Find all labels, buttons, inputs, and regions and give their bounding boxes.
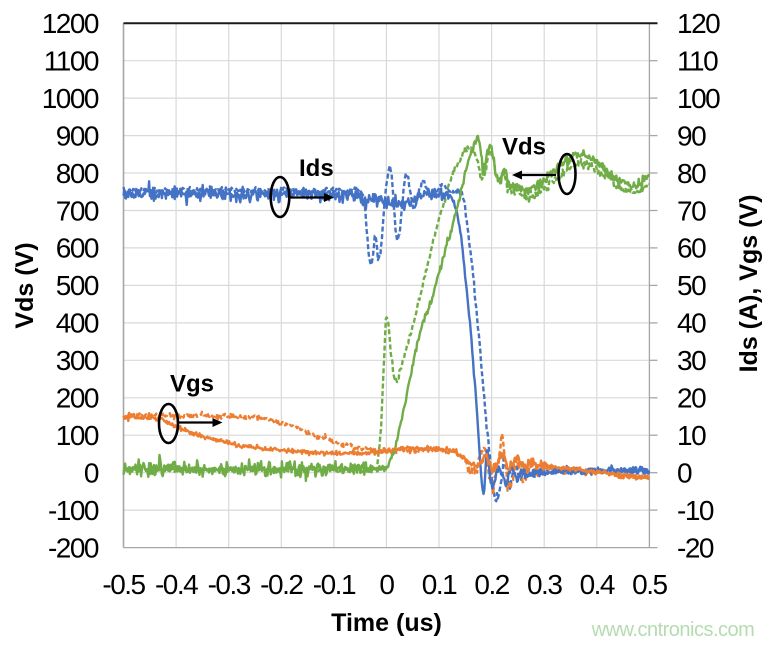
svg-text:www.cntronics.com: www.cntronics.com — [591, 619, 755, 641]
svg-text:1200: 1200 — [42, 8, 99, 39]
svg-text:-20: -20 — [677, 532, 714, 563]
svg-text:80: 80 — [677, 158, 706, 189]
svg-text:120: 120 — [677, 8, 720, 39]
svg-text:1000: 1000 — [42, 83, 99, 114]
svg-text:Time (us): Time (us) — [331, 609, 442, 637]
svg-text:300: 300 — [56, 345, 99, 376]
svg-text:0.3: 0.3 — [527, 569, 562, 600]
svg-text:-200: -200 — [48, 532, 99, 563]
svg-text:700: 700 — [56, 195, 99, 226]
svg-text:20: 20 — [677, 383, 706, 414]
svg-text:40: 40 — [677, 308, 706, 339]
svg-text:Vds: Vds — [502, 134, 546, 161]
svg-text:-0.4: -0.4 — [155, 569, 198, 600]
svg-text:50: 50 — [677, 270, 706, 301]
svg-text:0: 0 — [677, 458, 692, 489]
svg-text:-0.3: -0.3 — [208, 569, 251, 600]
svg-text:Vds (V): Vds (V) — [11, 242, 39, 328]
svg-text:100: 100 — [677, 83, 720, 114]
svg-text:-0.5: -0.5 — [102, 569, 145, 600]
svg-text:0.1: 0.1 — [422, 569, 457, 600]
svg-text:0: 0 — [379, 569, 394, 600]
svg-text:800: 800 — [56, 158, 99, 189]
svg-text:0.4: 0.4 — [580, 569, 615, 600]
svg-text:600: 600 — [56, 233, 99, 264]
svg-text:Ids: Ids — [299, 155, 334, 182]
svg-text:900: 900 — [56, 120, 99, 151]
svg-text:400: 400 — [56, 308, 99, 339]
svg-text:-0.1: -0.1 — [313, 569, 356, 600]
svg-text:0.5: 0.5 — [632, 569, 667, 600]
svg-text:100: 100 — [56, 420, 99, 451]
svg-text:70: 70 — [677, 195, 706, 226]
svg-text:-0.2: -0.2 — [260, 569, 303, 600]
svg-text:0.2: 0.2 — [474, 569, 509, 600]
svg-text:Ids (A), Vgs (V): Ids (A), Vgs (V) — [735, 195, 763, 373]
svg-text:0: 0 — [84, 458, 99, 489]
svg-text:90: 90 — [677, 120, 706, 151]
svg-text:Vgs: Vgs — [170, 371, 214, 398]
svg-text:200: 200 — [56, 383, 99, 414]
svg-text:-100: -100 — [48, 495, 99, 526]
svg-text:1100: 1100 — [44, 46, 99, 77]
svg-text:110: 110 — [677, 46, 718, 77]
svg-text:30: 30 — [677, 345, 706, 376]
svg-text:500: 500 — [56, 270, 99, 301]
svg-text:-10: -10 — [677, 495, 714, 526]
svg-text:10: 10 — [677, 420, 706, 451]
svg-text:60: 60 — [677, 233, 706, 264]
